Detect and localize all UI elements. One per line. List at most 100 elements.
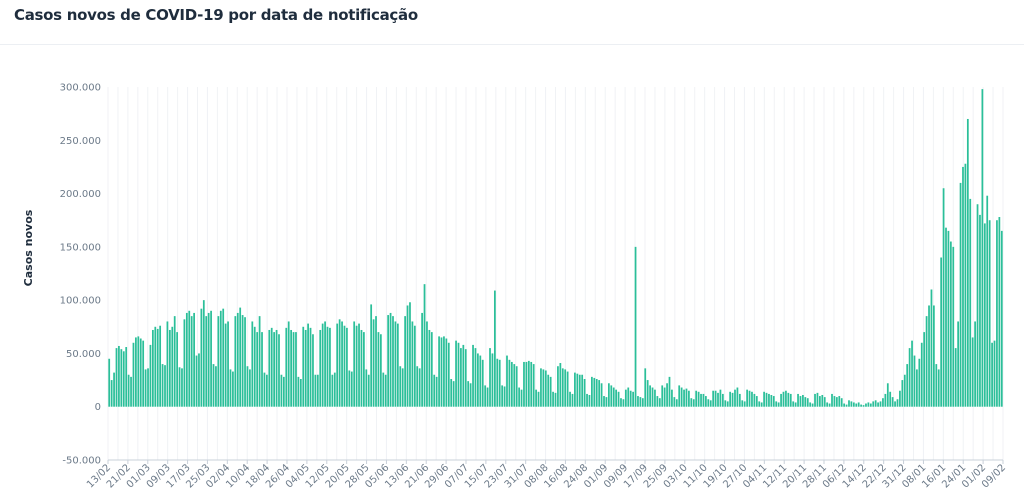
- bar: [765, 392, 768, 407]
- bar-series: [108, 89, 1003, 407]
- bar: [663, 387, 666, 407]
- bar: [518, 387, 520, 407]
- bar: [576, 373, 579, 407]
- bar: [190, 316, 193, 407]
- bar: [256, 332, 259, 407]
- bar: [428, 329, 431, 407]
- bar: [353, 321, 356, 407]
- bar: [404, 316, 406, 407]
- bar: [901, 380, 904, 407]
- bar: [319, 329, 322, 407]
- bar: [363, 332, 365, 407]
- bar: [139, 338, 142, 407]
- bar: [588, 394, 591, 407]
- y-tick-label: 300.000: [60, 83, 101, 94]
- bar: [986, 195, 989, 407]
- bar: [443, 336, 445, 407]
- bar: [620, 398, 622, 407]
- bar: [324, 321, 326, 407]
- bar: [707, 399, 710, 407]
- bar: [777, 402, 780, 407]
- bar: [603, 396, 605, 407]
- bar: [598, 380, 601, 407]
- bar: [479, 355, 482, 407]
- bar: [295, 332, 297, 407]
- bar: [127, 374, 130, 407]
- bar: [780, 393, 782, 407]
- bar: [595, 379, 598, 407]
- bar: [188, 310, 191, 407]
- bar: [251, 321, 254, 407]
- bar: [113, 372, 115, 407]
- bar: [469, 383, 472, 407]
- bar: [945, 227, 947, 407]
- bar: [292, 332, 295, 407]
- bar: [649, 385, 651, 407]
- bar: [683, 389, 685, 407]
- bar: [355, 325, 358, 407]
- bar: [671, 389, 673, 407]
- bar: [348, 370, 351, 407]
- bar: [346, 327, 348, 407]
- bar: [848, 400, 850, 407]
- bar: [831, 393, 833, 407]
- bar: [202, 300, 205, 407]
- bar: [411, 321, 414, 407]
- bar: [879, 401, 882, 407]
- bar: [695, 390, 698, 407]
- bar: [290, 329, 292, 407]
- bar: [195, 355, 198, 407]
- bar: [729, 391, 732, 407]
- bar: [375, 316, 377, 407]
- bar: [925, 316, 928, 407]
- bar: [962, 166, 964, 407]
- bar: [149, 344, 152, 407]
- bar: [763, 391, 765, 407]
- bar: [850, 401, 853, 407]
- bar: [336, 323, 339, 407]
- bar: [983, 223, 986, 407]
- bar: [821, 394, 824, 407]
- bar: [508, 359, 511, 407]
- bar: [321, 323, 324, 407]
- bar: [918, 358, 921, 407]
- bar: [282, 376, 285, 407]
- y-tick-label: 50.000: [66, 349, 101, 360]
- bar: [205, 316, 208, 407]
- bar: [413, 325, 416, 407]
- bar: [302, 326, 305, 407]
- bar: [232, 371, 234, 407]
- bar: [971, 337, 974, 407]
- bar: [760, 402, 763, 407]
- bar: [714, 390, 717, 407]
- bar: [743, 401, 746, 407]
- bar: [1000, 230, 1003, 407]
- bar: [816, 392, 819, 407]
- bar: [285, 327, 288, 407]
- bar: [249, 369, 251, 407]
- bar: [433, 374, 436, 407]
- bar: [457, 342, 460, 407]
- bar: [583, 379, 586, 407]
- bar: [942, 188, 945, 407]
- bar: [367, 374, 370, 407]
- bar: [241, 315, 244, 407]
- bar: [947, 230, 950, 407]
- bar: [933, 305, 935, 407]
- bar: [537, 391, 540, 407]
- bar: [399, 366, 402, 407]
- bar: [350, 371, 353, 407]
- bar: [646, 380, 649, 407]
- bar: [253, 326, 256, 407]
- bar: [661, 385, 664, 407]
- bar: [819, 396, 821, 407]
- bar: [365, 369, 368, 407]
- bar: [234, 316, 237, 407]
- bar: [741, 400, 744, 407]
- bar: [236, 312, 239, 407]
- bar: [261, 332, 263, 407]
- bar: [535, 389, 537, 407]
- bar: [746, 389, 748, 407]
- bar: [668, 376, 671, 407]
- bar: [891, 397, 894, 407]
